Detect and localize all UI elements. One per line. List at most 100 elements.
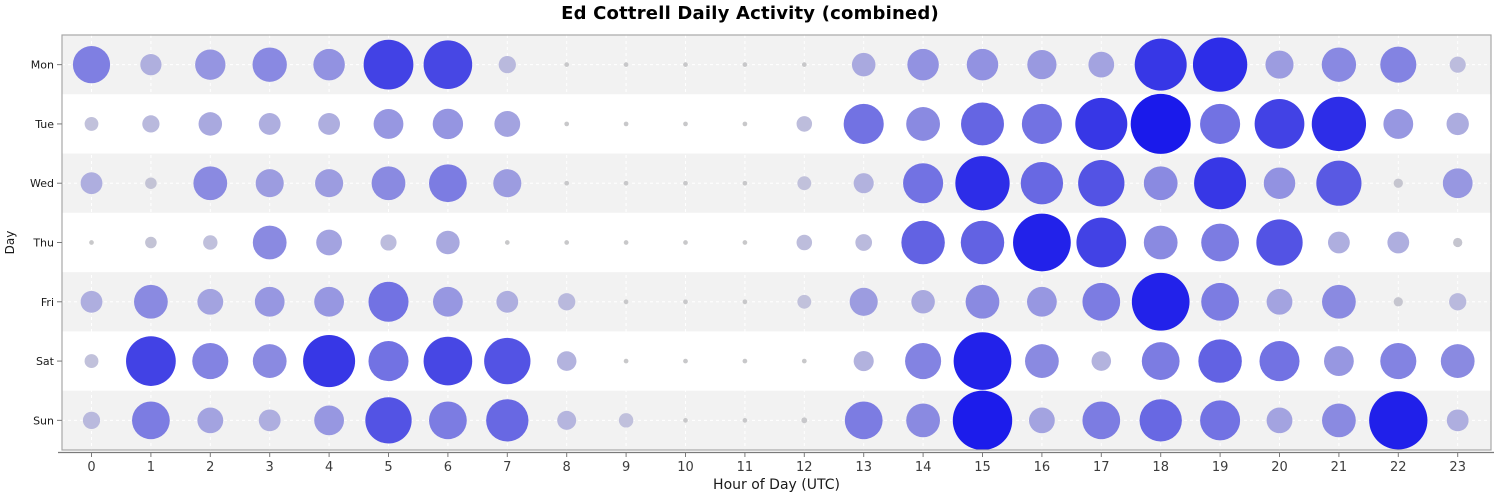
x-tick-label-13: 13 <box>855 460 872 475</box>
bubble-fri-h2 <box>197 288 224 315</box>
bubble-tue-h5 <box>373 109 404 139</box>
bubble-wed-h23 <box>1442 168 1473 199</box>
bubble-thu-h10 <box>683 240 688 245</box>
bubble-sat-h16 <box>1025 344 1059 378</box>
x-tick-label-2: 2 <box>206 460 214 475</box>
bubble-mon-h10 <box>683 62 688 67</box>
bubble-wed-h13 <box>853 173 874 194</box>
bubble-wed-h6 <box>429 164 467 203</box>
bubble-sat-h2 <box>192 343 229 380</box>
bubble-fri-h15 <box>965 284 1000 319</box>
bubble-thu-h16 <box>1013 213 1071 272</box>
bubble-fri-h4 <box>314 286 344 317</box>
bubble-fri-h21 <box>1322 284 1356 319</box>
bubble-thu-h8 <box>564 240 570 245</box>
x-tick-label-16: 16 <box>1034 460 1051 475</box>
x-tick-label-17: 17 <box>1093 460 1110 475</box>
bubble-thu-h21 <box>1327 231 1350 254</box>
bubble-tue-h0 <box>84 117 99 131</box>
bubble-thu-h13 <box>855 234 873 251</box>
bubble-wed-h0 <box>80 172 103 195</box>
bubble-thu-h2 <box>203 235 218 250</box>
bubble-wed-h22 <box>1393 178 1403 188</box>
x-tick-label-0: 0 <box>87 460 95 475</box>
bubble-wed-h18 <box>1143 166 1178 201</box>
bubble-fri-h7 <box>496 290 519 313</box>
bubble-fri-h1 <box>134 284 168 319</box>
bubble-sun-h8 <box>557 410 577 430</box>
bubble-mon-h23 <box>1449 56 1466 73</box>
bubble-wed-h16 <box>1020 162 1064 205</box>
y-tick-label-mon: Mon <box>31 59 54 72</box>
bubble-tue-h1 <box>142 115 160 133</box>
bubble-sun-h16 <box>1029 407 1055 434</box>
bubble-wed-h15 <box>955 156 1010 211</box>
bubble-sun-h7 <box>486 399 529 442</box>
bubble-fri-h17 <box>1082 282 1121 321</box>
bubble-fri-h18 <box>1131 272 1190 331</box>
y-tick-label-sat: Sat <box>36 355 55 368</box>
bubble-sun-h0 <box>82 411 101 429</box>
bubble-wed-h11 <box>742 180 748 186</box>
bubble-wed-h2 <box>193 166 228 201</box>
bubble-sat-h22 <box>1380 343 1417 380</box>
x-tick-label-15: 15 <box>974 460 991 475</box>
bubble-fri-h3 <box>254 286 285 317</box>
bubble-wed-h17 <box>1078 160 1125 207</box>
bubble-mon-h5 <box>363 39 414 90</box>
bubble-wed-h12 <box>797 176 812 191</box>
bubble-sat-h0 <box>84 354 99 368</box>
bubble-tue-h9 <box>623 121 629 127</box>
y-tick-label-fri: Fri <box>41 296 54 309</box>
bubble-mon-h1 <box>140 54 162 76</box>
bubble-sat-h14 <box>905 343 942 380</box>
bubble-tue-h8 <box>564 121 570 127</box>
bubble-wed-h10 <box>683 180 688 186</box>
bubble-mon-h14 <box>907 48 939 81</box>
x-tick-label-4: 4 <box>325 460 333 475</box>
bubble-fri-h5 <box>368 281 409 322</box>
bubble-wed-h14 <box>903 163 944 204</box>
bubble-sun-h13 <box>844 401 883 440</box>
bubble-mon-h18 <box>1134 38 1187 91</box>
bubble-thu-h1 <box>145 236 157 249</box>
bubble-thu-h4 <box>316 229 342 256</box>
x-tick-label-14: 14 <box>915 460 932 475</box>
bubble-mon-h2 <box>195 49 226 80</box>
bubble-wed-h20 <box>1263 167 1296 199</box>
bubble-sat-h8 <box>556 351 577 371</box>
bubble-sat-h6 <box>423 336 473 386</box>
y-tick-label-wed: Wed <box>30 177 54 190</box>
bubble-mon-h19 <box>1192 37 1248 92</box>
bubble-fri-h0 <box>80 290 103 313</box>
bubble-sun-h21 <box>1322 403 1356 438</box>
bubble-tue-h19 <box>1200 103 1241 144</box>
bubble-wed-h3 <box>255 169 284 198</box>
bubble-fri-h20 <box>1266 288 1293 315</box>
bubble-sat-h18 <box>1141 342 1180 380</box>
bubble-sun-h23 <box>1446 409 1469 432</box>
bubble-wed-h8 <box>564 180 570 186</box>
bubble-mon-h7 <box>498 56 516 74</box>
bubble-tue-h7 <box>494 111 521 137</box>
bubble-wed-h19 <box>1194 157 1247 210</box>
bubble-fri-h16 <box>1027 286 1057 317</box>
bubble-sun-h3 <box>258 409 281 432</box>
x-tick-label-21: 21 <box>1331 460 1348 475</box>
bubble-thu-h9 <box>623 240 629 245</box>
bubble-mon-h11 <box>742 62 748 67</box>
bubble-fri-h19 <box>1201 282 1239 321</box>
bubble-tue-h10 <box>683 121 688 127</box>
bubble-sat-h19 <box>1198 339 1242 383</box>
x-tick-label-8: 8 <box>563 460 571 475</box>
bubble-thu-h19 <box>1201 223 1239 262</box>
bubble-mon-h0 <box>72 46 111 84</box>
x-tick-label-5: 5 <box>384 460 392 475</box>
bubble-tue-h6 <box>432 108 464 140</box>
bubble-fri-h8 <box>558 293 576 311</box>
bubble-mon-h13 <box>851 52 876 77</box>
bubble-sat-h23 <box>1440 344 1475 378</box>
bubble-mon-h8 <box>564 62 570 67</box>
bubble-sun-h11 <box>742 418 748 423</box>
